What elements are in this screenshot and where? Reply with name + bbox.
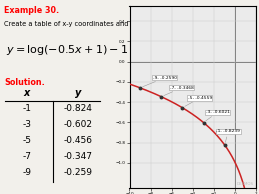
Text: y: y [75,88,81,98]
Text: -9, -0.2590: -9, -0.2590 [143,76,177,87]
Text: DESMOS: DESMOS [237,182,254,186]
Text: -9: -9 [23,168,31,177]
Text: -5, -0.4559: -5, -0.4559 [185,96,212,106]
Text: -5: -5 [23,136,31,145]
Text: -0.456: -0.456 [64,136,93,145]
Text: -0.259: -0.259 [64,168,93,177]
Text: -0.602: -0.602 [64,120,93,129]
Text: Example 30.: Example 30. [4,6,59,15]
Text: -0.347: -0.347 [64,152,93,161]
Text: -3, -0.6021: -3, -0.6021 [206,110,229,121]
Text: Solution.: Solution. [4,78,45,87]
Text: $y = \log(-0.5x + 1) - 1$: $y = \log(-0.5x + 1) - 1$ [6,43,128,57]
Text: -3: -3 [23,120,31,129]
Text: -7: -7 [23,152,31,161]
Text: -1: -1 [23,104,31,113]
Text: -7, -0.3468: -7, -0.3468 [164,86,193,96]
Text: x: x [24,88,30,98]
Text: -0.824: -0.824 [64,104,92,113]
Text: -1, -0.8239: -1, -0.8239 [216,129,240,142]
Text: Create a table of x-y coordinates and graph the function.: Create a table of x-y coordinates and gr… [4,21,195,27]
